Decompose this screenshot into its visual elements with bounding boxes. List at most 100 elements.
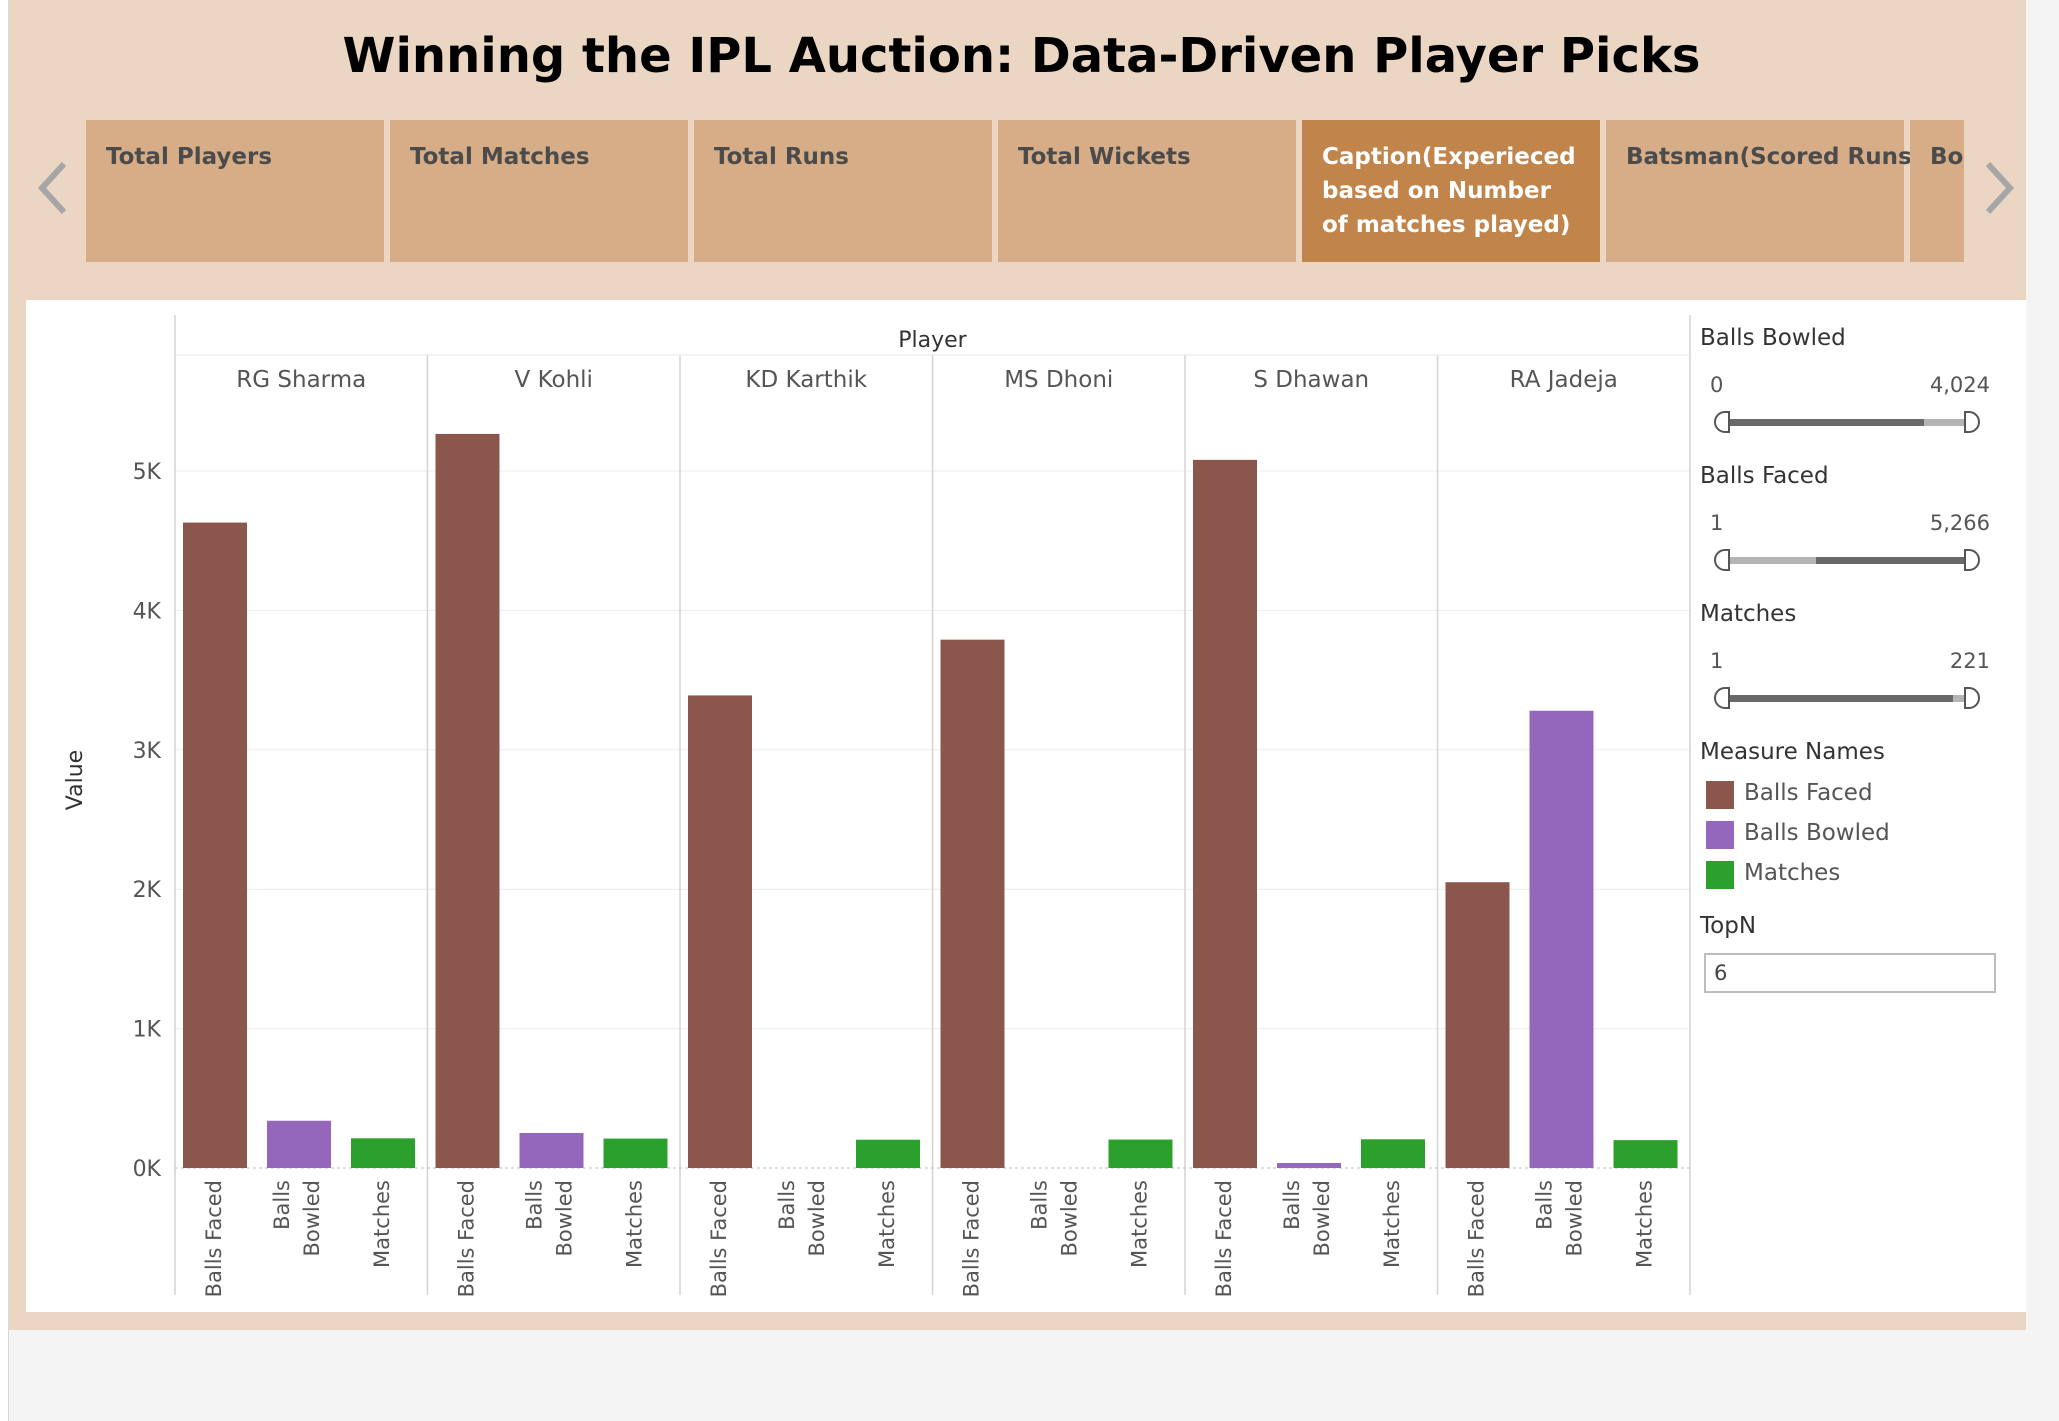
- x-category-label: Bowled: [553, 1180, 577, 1257]
- bar-matches: [1361, 1139, 1425, 1168]
- player-header: RG Sharma: [236, 367, 366, 393]
- balls-bowled-filter-label: Balls Bowled: [1700, 325, 1846, 351]
- tab-label: Bowler Wickets: [1930, 144, 1964, 170]
- x-category-label: Balls: [270, 1180, 294, 1230]
- x-category-label: Matches: [1128, 1180, 1152, 1268]
- y-tick-label: 0K: [133, 1157, 162, 1182]
- topn-label: TopN: [1700, 913, 1757, 939]
- slider-min-handle[interactable]: [1714, 687, 1730, 709]
- y-axis-label: Value: [63, 750, 88, 810]
- tab-total-wickets[interactable]: Total Wickets: [998, 120, 1296, 262]
- player-header: S Dhawan: [1253, 367, 1369, 393]
- tab-label: Total Matches: [410, 144, 590, 170]
- tab-bowler[interactable]: Bowler Wickets: [1910, 120, 1964, 262]
- matches-filter-label: Matches: [1700, 601, 1797, 627]
- balls-faced-min: 1: [1710, 511, 1724, 535]
- x-category-label: Balls Faced: [707, 1180, 731, 1297]
- player-header: V Kohli: [515, 367, 593, 393]
- slider-min-handle[interactable]: [1714, 549, 1730, 571]
- slider-max-handle[interactable]: [1964, 411, 1980, 433]
- x-category-label: Balls: [1280, 1180, 1304, 1230]
- balls-faced-max: 5,266: [1929, 511, 1990, 535]
- x-category-label: Bowled: [805, 1180, 829, 1257]
- y-tick-label: 1K: [133, 1018, 162, 1043]
- x-category-label: Matches: [1380, 1180, 1404, 1268]
- x-category-label: Balls: [1533, 1180, 1557, 1230]
- bar-balls-faced: [183, 522, 247, 1168]
- tab-caption[interactable]: Caption(Experieced based on Number of ma…: [1302, 120, 1600, 262]
- bar-matches: [351, 1138, 415, 1168]
- player-header: KD Karthik: [745, 367, 867, 393]
- bar-balls-faced: [1193, 459, 1257, 1168]
- legend-swatch: [1706, 781, 1734, 809]
- bar-balls-bowled: [1529, 710, 1594, 1168]
- bar-matches: [1108, 1139, 1173, 1168]
- bar-chart: 0K 1K 2K 3K 4K 5K Value Player RG Sharma Balls Fa…: [63, 315, 1691, 1297]
- slider-range-fill: [1718, 419, 1925, 426]
- balls-faced-filter-label: Balls Faced: [1700, 463, 1829, 489]
- tab-batsman[interactable]: Batsman(Scored Runs): [1606, 120, 1922, 262]
- tab-label: Batsman(Scored Runs): [1626, 144, 1923, 170]
- bar-balls-bowled: [267, 1120, 331, 1168]
- balls-bowled-min: 0: [1710, 373, 1724, 397]
- bar-balls-faced: [1445, 882, 1510, 1168]
- window-edge: [0, 0, 9, 1421]
- slider-max-handle[interactable]: [1964, 687, 1980, 709]
- matches-min: 1: [1710, 649, 1724, 673]
- player-header: RA Jadeja: [1510, 367, 1618, 393]
- x-category-label: Balls: [523, 1180, 547, 1230]
- legend-item-matches[interactable]: Matches: [1700, 859, 1960, 891]
- bar-balls-bowled: [519, 1133, 584, 1168]
- tab-label: Total Wickets: [1018, 144, 1191, 170]
- chart-panel: 0K 1K 2K 3K 4K 5K Value Player RG Sharma Balls Fa…: [26, 300, 2026, 1312]
- legend-label: Balls Bowled: [1744, 820, 1890, 846]
- matches-slider[interactable]: [1714, 687, 1980, 709]
- slider-min-handle[interactable]: [1714, 411, 1730, 433]
- legend-label: Matches: [1744, 860, 1841, 886]
- tab-label: Total Runs: [714, 144, 849, 170]
- balls-bowled-max: 4,024: [1929, 373, 1990, 397]
- legend-title: Measure Names: [1700, 739, 1885, 765]
- tab-label: Caption(Experieced based on Number of ma…: [1322, 144, 1576, 238]
- x-category-label: Balls Faced: [455, 1180, 479, 1297]
- tab-label: Total Players: [106, 144, 273, 170]
- x-category-label: Matches: [623, 1180, 647, 1268]
- x-category-label: Balls Faced: [1465, 1180, 1489, 1297]
- bar-balls-faced: [688, 695, 752, 1168]
- slider-max-handle[interactable]: [1964, 549, 1980, 571]
- player-header: MS Dhoni: [1004, 367, 1113, 393]
- slider-range-fill: [1718, 695, 1953, 702]
- dashboard-title: Winning the IPL Auction: Data-Driven Pla…: [342, 28, 1701, 84]
- topn-input[interactable]: [1704, 953, 1996, 993]
- y-tick-label: 3K: [133, 739, 162, 764]
- legend-label: Balls Faced: [1744, 780, 1873, 806]
- bar-balls-bowled: [1277, 1162, 1341, 1168]
- x-category-label: Balls Faced: [960, 1180, 984, 1297]
- slider-range-fill: [1816, 557, 1976, 564]
- prev-tab-button[interactable]: [34, 158, 74, 218]
- bar-balls-faced: [435, 433, 500, 1168]
- legend-swatch: [1706, 861, 1734, 889]
- story-tabs: Total Players Total Matches Total Runs T…: [86, 120, 1964, 262]
- matches-max: 221: [1949, 649, 1990, 673]
- x-category-label: Balls: [775, 1180, 799, 1230]
- chevron-right-icon: [1985, 161, 2015, 215]
- legend-item-balls-bowled[interactable]: Balls Bowled: [1700, 819, 1960, 851]
- x-category-label: Balls Faced: [1212, 1180, 1236, 1297]
- tab-total-runs[interactable]: Total Runs: [694, 120, 992, 262]
- bar-balls-faced: [940, 639, 1005, 1168]
- balls-bowled-slider[interactable]: [1714, 411, 1980, 433]
- x-category-label: Balls: [1028, 1180, 1052, 1230]
- x-category-label: Bowled: [1563, 1180, 1587, 1257]
- x-category-label: Matches: [875, 1180, 899, 1268]
- tab-total-players[interactable]: Total Players: [86, 120, 384, 262]
- chevron-left-icon: [37, 161, 67, 215]
- tab-total-matches[interactable]: Total Matches: [390, 120, 688, 262]
- x-category-label: Balls Faced: [202, 1180, 226, 1297]
- x-category-label: Bowled: [300, 1180, 324, 1257]
- legend-item-balls-faced[interactable]: Balls Faced: [1700, 779, 1960, 811]
- next-tab-button[interactable]: [1978, 158, 2018, 218]
- y-tick-label: 2K: [133, 878, 162, 903]
- y-tick-label: 5K: [133, 460, 162, 485]
- balls-faced-slider[interactable]: [1714, 549, 1980, 571]
